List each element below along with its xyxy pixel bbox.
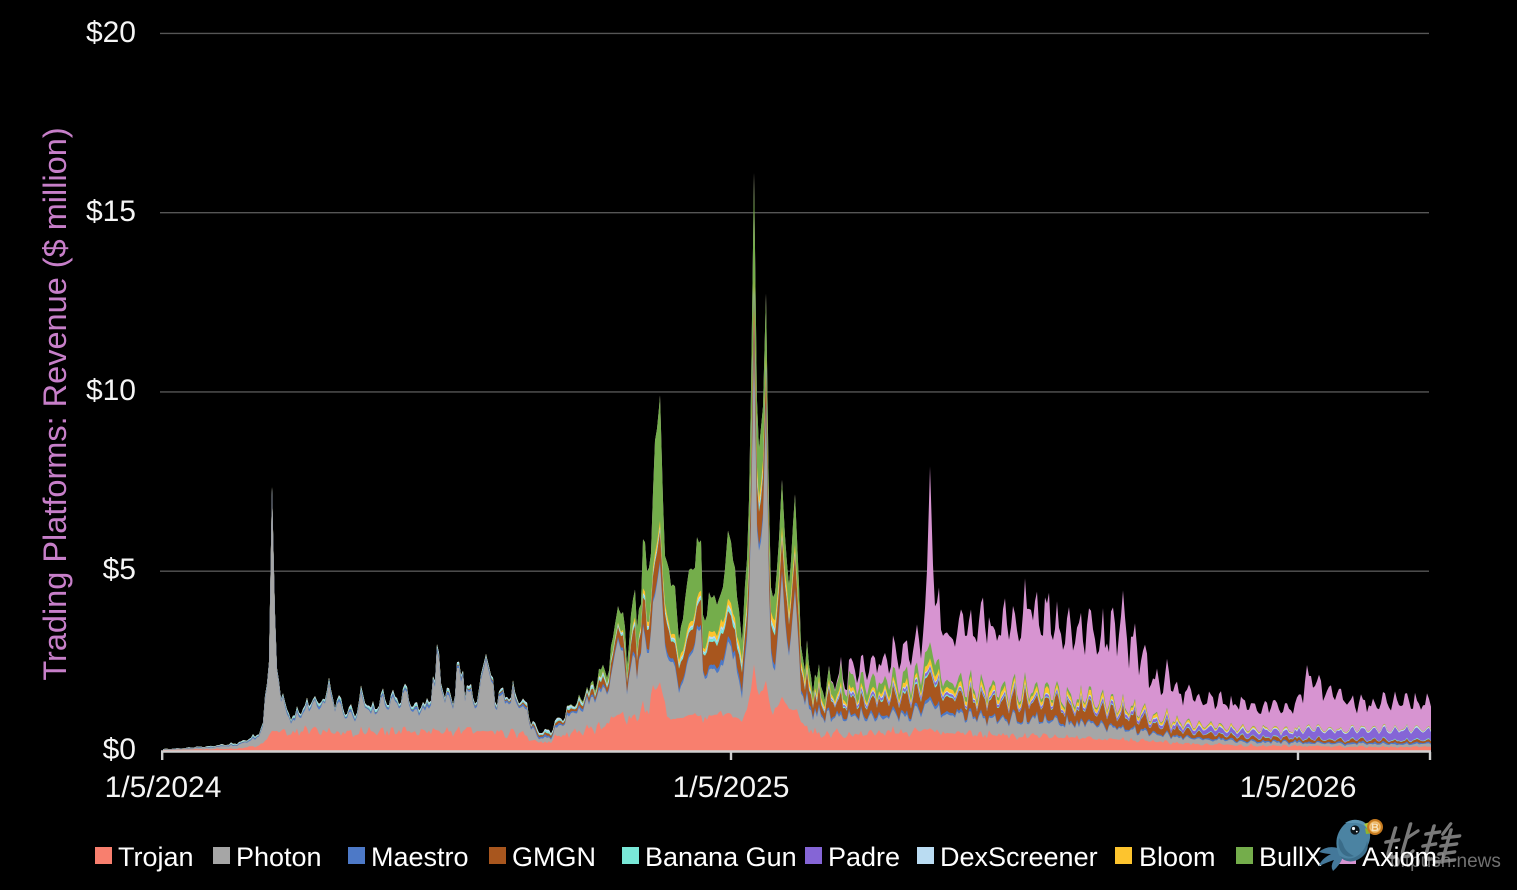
- svg-text:Trading Platforms: Revenue ($: Trading Platforms: Revenue ($ million): [37, 127, 73, 680]
- svg-text:B: B: [1371, 822, 1379, 834]
